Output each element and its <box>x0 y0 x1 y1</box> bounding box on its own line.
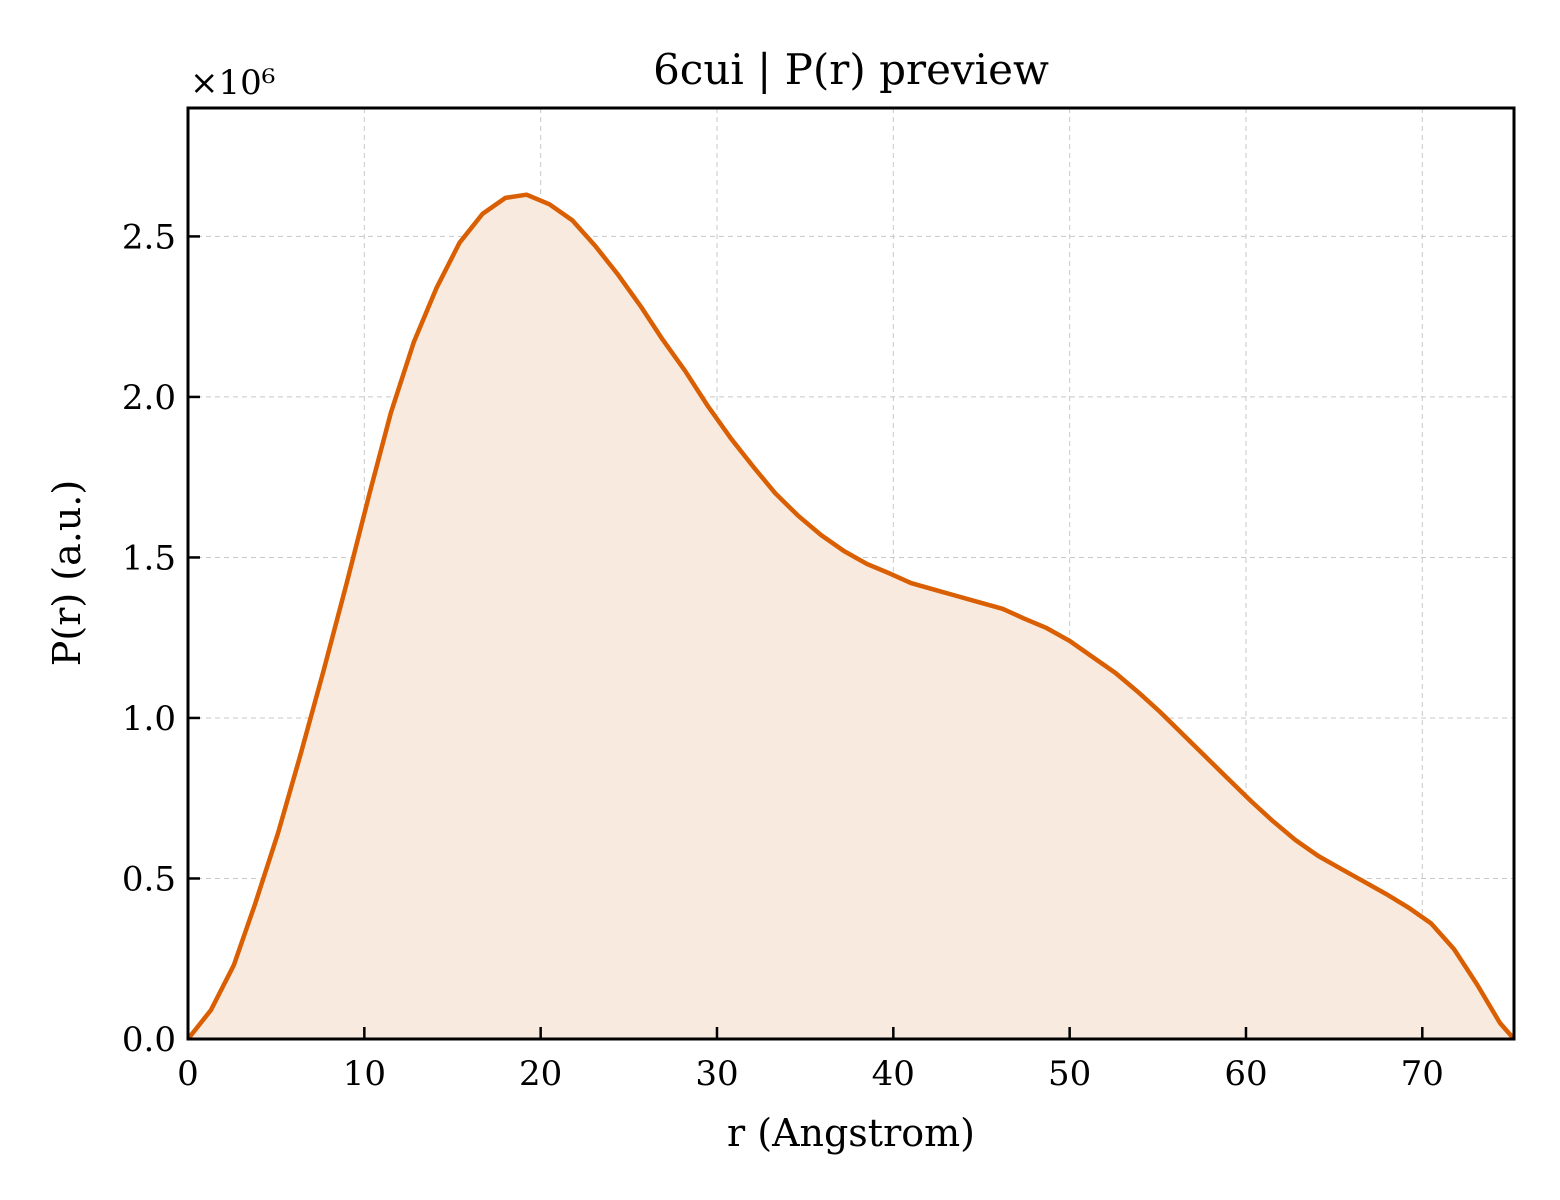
x-axis-label: r (Angstrom) <box>727 1111 975 1155</box>
y-tick-label: 2.0 <box>122 378 176 418</box>
y-tick-label: 2.5 <box>122 217 176 257</box>
x-tick-label: 0 <box>177 1054 199 1094</box>
x-tick-label: 40 <box>872 1054 915 1094</box>
x-tick-label: 50 <box>1048 1054 1091 1094</box>
chart-title: 6cui | P(r) preview <box>653 45 1049 94</box>
y-tick-label: 0.5 <box>122 859 176 899</box>
y-tick-label: 1.5 <box>122 538 176 578</box>
plot-frame <box>186 106 1516 1041</box>
axis-ticks: 0 10 20 30 40 50 60 70 0.0 0.5 1.0 1.5 2.0 2.5 <box>122 217 1444 1094</box>
y-axis-label: P(r) (a.u.) <box>45 480 89 666</box>
y-tick-label: 1.0 <box>122 699 176 739</box>
y-offset-label: ×10⁶ <box>190 63 275 103</box>
x-tick-label: 30 <box>695 1054 738 1094</box>
area-fill <box>188 194 1514 1039</box>
x-tick-label: 70 <box>1401 1054 1444 1094</box>
y-tick-label: 0.0 <box>122 1020 176 1060</box>
series-line <box>186 192 1516 1041</box>
x-tick-label: 20 <box>519 1054 562 1094</box>
x-tick-label: 60 <box>1224 1054 1267 1094</box>
x-tick-label: 10 <box>343 1054 386 1094</box>
